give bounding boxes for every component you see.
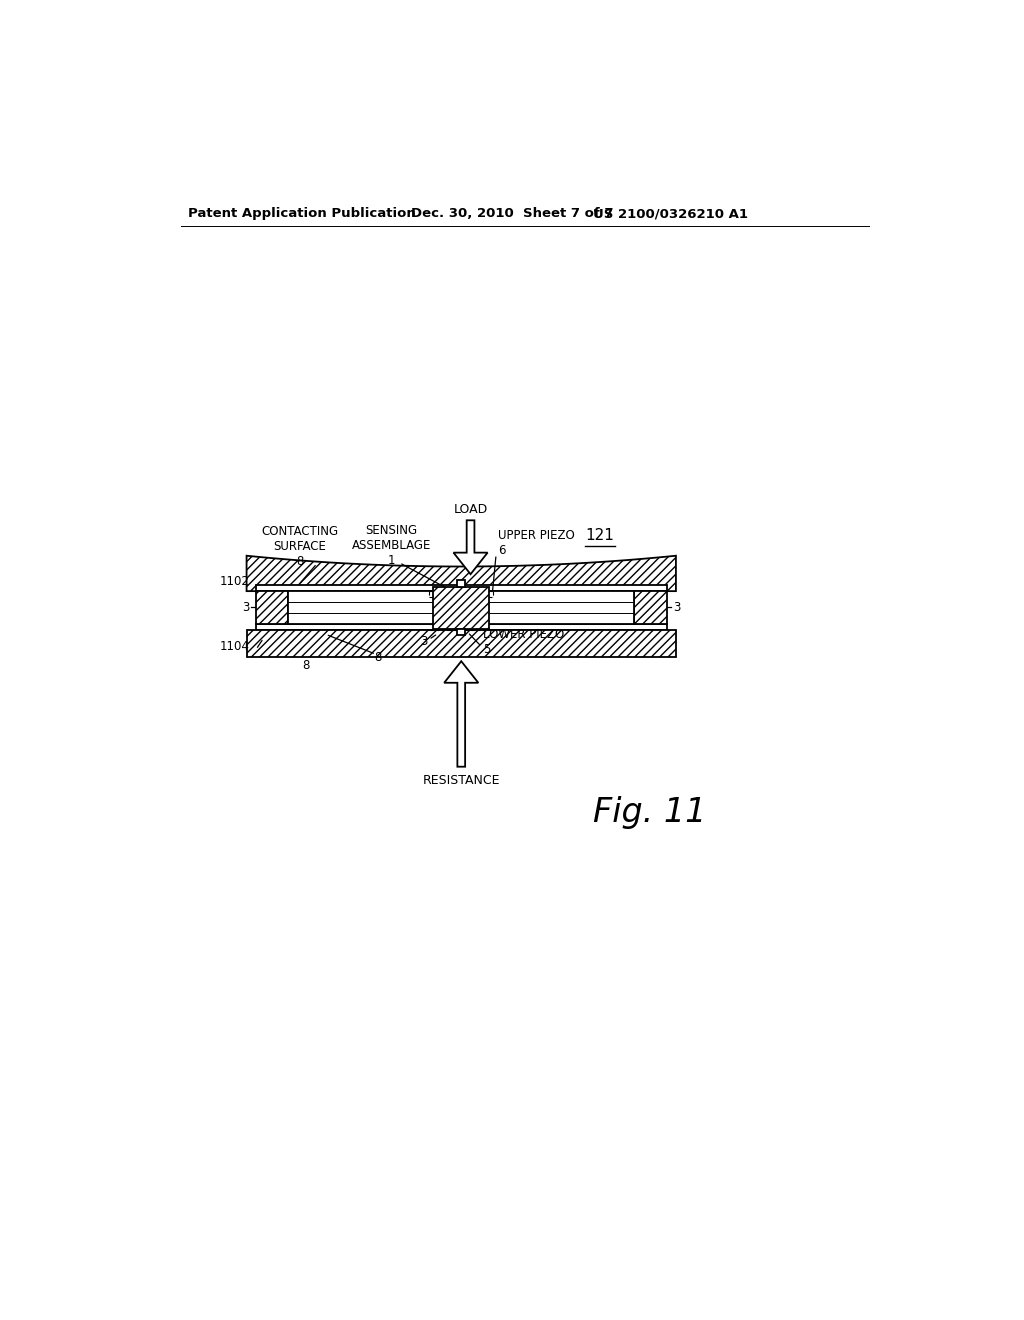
Polygon shape [247,556,676,591]
Bar [634,591,667,624]
Text: CONTACTING
SURFACE
8: CONTACTING SURFACE 8 [261,525,339,568]
Text: Patent Application Publication: Patent Application Publication [188,207,416,220]
Polygon shape [454,520,487,574]
Bar [256,585,667,591]
Text: UPPER PIEZO
6: UPPER PIEZO 6 [498,529,574,557]
Bar [433,586,489,628]
Text: 1102: 1102 [220,576,250,589]
Text: 121: 121 [586,528,614,544]
Text: 3: 3 [421,635,428,648]
Text: Fig. 11: Fig. 11 [593,796,707,829]
Text: RESISTANCE: RESISTANCE [423,774,500,787]
Text: LOWER PIEZO
5: LOWER PIEZO 5 [483,628,564,656]
Text: SENSING
ASSEMBLAGE
1: SENSING ASSEMBLAGE 1 [352,524,431,568]
Bar [458,581,465,586]
Bar [458,628,465,635]
Text: 3: 3 [243,601,250,614]
Text: US 2100/0326210 A1: US 2100/0326210 A1 [593,207,748,220]
Bar [256,624,667,631]
Text: 8: 8 [302,659,310,672]
Text: Dec. 30, 2010  Sheet 7 of 7: Dec. 30, 2010 Sheet 7 of 7 [411,207,613,220]
Text: 3: 3 [673,601,680,614]
Bar [289,591,634,624]
Polygon shape [444,661,478,767]
Bar [256,591,289,624]
Polygon shape [247,631,676,657]
Text: LOAD: LOAD [454,503,487,516]
Text: 8: 8 [374,651,381,664]
Text: 1104: 1104 [220,640,250,653]
